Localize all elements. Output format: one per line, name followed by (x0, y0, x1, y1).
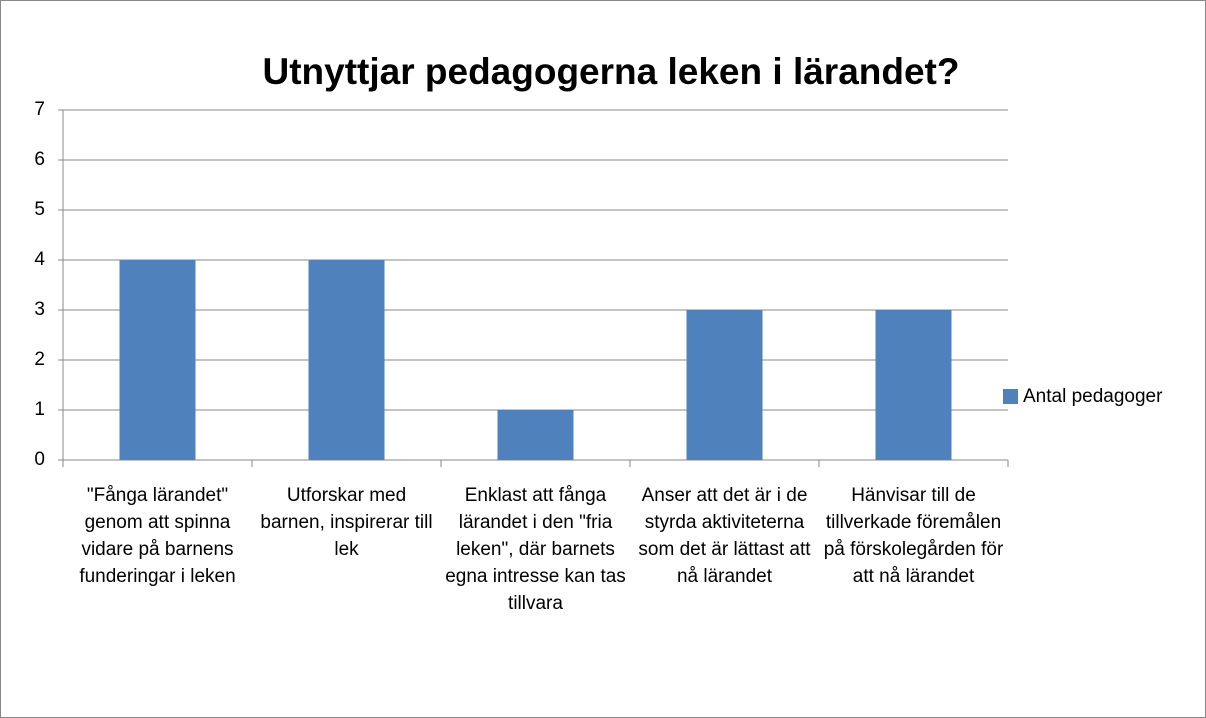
y-tick-label: 7 (34, 99, 45, 120)
y-tick-label: 6 (34, 149, 45, 170)
y-tick-label: 5 (34, 199, 45, 220)
x-tick-label: Enklast att fånga lärandet i den "fria l… (445, 485, 626, 614)
x-tick-label: Utforskar med barnen, inspirerar till le… (260, 485, 433, 560)
bar (497, 410, 574, 460)
bar (686, 310, 763, 460)
x-tick-label: Anser att det är i de styrda aktiviteter… (638, 485, 811, 587)
y-tick-label: 2 (34, 349, 45, 370)
x-tick-label: Hänvisar till de tillverkade föremålen p… (823, 485, 1004, 587)
y-tick-label: 4 (34, 249, 45, 270)
bar (119, 260, 196, 460)
legend-swatch (1003, 389, 1018, 404)
y-tick-label: 0 (34, 449, 45, 470)
y-tick-label: 1 (34, 399, 45, 420)
x-tick-label: "Fånga lärandet" genom att spinna vidare… (79, 485, 236, 587)
legend-label: Antal pedagoger (1023, 386, 1163, 407)
chart-title: Utnyttjar pedagogerna leken i lärandet? (263, 51, 960, 92)
y-tick-label: 3 (34, 299, 45, 320)
bar (875, 310, 952, 460)
bar (308, 260, 385, 460)
